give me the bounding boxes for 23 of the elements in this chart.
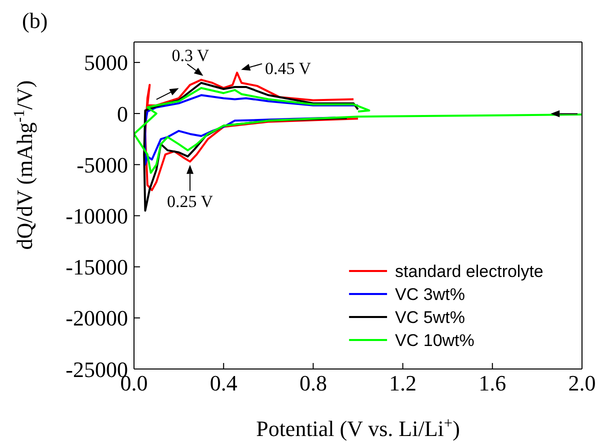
line-series (134, 86, 582, 174)
annotation: 0.3 V (172, 46, 210, 65)
legend-label: VC 5wt% (395, 308, 465, 327)
line-series (143, 82, 359, 212)
x-axis-title: Potential (V vs. Li/Li$^{+}$) (256, 414, 460, 441)
x-tick-label: 0.4 (210, 370, 238, 396)
annotation: 0.25 V (167, 192, 214, 211)
y-tick-label: -15000 (66, 254, 128, 280)
y-tick-label: 0 (117, 101, 128, 126)
y-tick-label: -5000 (76, 152, 128, 178)
x-tick-label: 0.8 (299, 370, 327, 396)
legend-label: standard electrolyte (395, 262, 544, 281)
legend-label: VC 3wt% (395, 285, 465, 304)
y-tick-label: 5000 (84, 50, 128, 76)
y-tick-label: -20000 (66, 306, 128, 331)
x-tick-label: 1.2 (389, 370, 417, 396)
x-tick-label: 2.0 (568, 370, 596, 396)
text: (b) (22, 8, 48, 33)
y-tick-label: -10000 (66, 204, 128, 229)
x-tick-label: 1.6 (478, 370, 506, 396)
line-series (144, 94, 359, 166)
annotation: 0.45 V (265, 58, 312, 78)
legend-label: VC 10wt% (395, 331, 474, 350)
